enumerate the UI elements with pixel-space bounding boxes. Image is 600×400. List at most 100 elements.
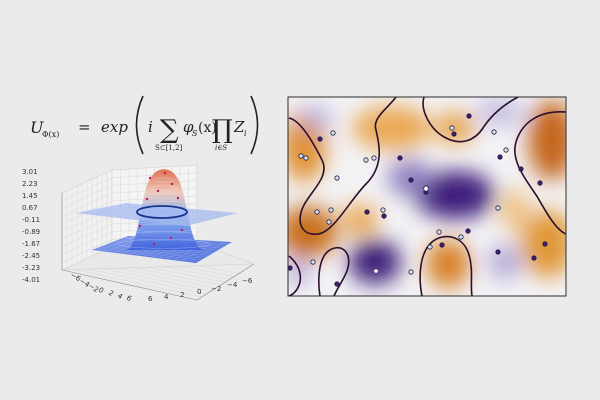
surface-point bbox=[145, 197, 149, 201]
equation-phi-arg: (x) bbox=[198, 120, 217, 136]
data-point bbox=[380, 207, 386, 213]
data-point bbox=[298, 153, 304, 159]
data-point bbox=[334, 175, 340, 181]
x-tick-label: −4 bbox=[227, 281, 238, 289]
mesh-ring bbox=[122, 231, 206, 241]
data-point bbox=[465, 228, 471, 234]
data-point bbox=[537, 180, 543, 186]
equation-imaginary-unit: i bbox=[148, 118, 153, 136]
purple-blob bbox=[476, 98, 524, 126]
equation-z: Z bbox=[233, 118, 245, 136]
purple-blob bbox=[288, 258, 308, 286]
data-point bbox=[303, 155, 309, 161]
data-point bbox=[408, 269, 414, 275]
data-point bbox=[531, 255, 537, 261]
equation-phi: φ bbox=[183, 118, 194, 136]
surface-points bbox=[138, 171, 184, 246]
heatmap bbox=[287, 96, 567, 297]
surface-plot: 3.01 2.23 1.45 0.67 -0.11 -0.89 -1.67 -2… bbox=[22, 164, 255, 303]
x-tick-label: 0 bbox=[197, 288, 201, 296]
data-point bbox=[408, 177, 414, 183]
y-tick-label: 0 bbox=[97, 286, 105, 295]
grid-line bbox=[61, 231, 113, 255]
z-tick-label: -0.89 bbox=[22, 228, 40, 236]
data-point bbox=[497, 154, 503, 160]
surface-point bbox=[170, 182, 174, 186]
highlight-point bbox=[374, 269, 378, 273]
purple-blob bbox=[349, 240, 401, 284]
data-point bbox=[495, 205, 501, 211]
z-tick-label: 1.45 bbox=[22, 192, 38, 200]
contour-ring bbox=[136, 205, 188, 219]
data-point bbox=[449, 125, 455, 131]
front-right-edge bbox=[196, 263, 255, 301]
x-tick-label: −2 bbox=[211, 285, 221, 293]
orange-blob bbox=[501, 188, 529, 232]
data-point bbox=[363, 157, 369, 163]
x-tick-label: 6 bbox=[148, 295, 153, 303]
data-point bbox=[328, 207, 334, 213]
y-tick-label: 4 bbox=[116, 292, 124, 301]
mesh-ring bbox=[118, 239, 210, 249]
data-point bbox=[518, 166, 524, 172]
equation: U Φ(x) = exp i ∑ S⊂[1,2] φ S (x) ∏ i∈S Z… bbox=[30, 95, 259, 155]
x-tick-label: 2 bbox=[180, 291, 184, 299]
z-tick-label: 2.23 bbox=[22, 180, 38, 188]
orange-blob bbox=[352, 106, 432, 150]
orange-blob bbox=[342, 204, 378, 236]
data-point bbox=[436, 229, 442, 235]
grid-line bbox=[61, 239, 113, 263]
z-tick-label: 3.01 bbox=[22, 168, 38, 176]
z-tick-label: 0.67 bbox=[22, 204, 38, 212]
equation-left-paren bbox=[135, 95, 144, 155]
contour-line bbox=[422, 97, 519, 143]
equation-phi-subscript: S bbox=[192, 129, 198, 138]
data-point bbox=[427, 244, 433, 250]
y-tick-label: 6 bbox=[125, 294, 133, 303]
y-tick-label: 2 bbox=[107, 289, 115, 298]
data-point bbox=[458, 234, 464, 240]
x-tick-label: −6 bbox=[242, 277, 253, 285]
orange-blob bbox=[426, 240, 470, 288]
z-tick-label: -1.67 bbox=[22, 240, 40, 248]
grid-line bbox=[61, 215, 113, 240]
highlight-point bbox=[424, 187, 428, 191]
contour-line bbox=[288, 97, 397, 235]
orange-blob bbox=[528, 100, 566, 180]
z-tick-label: -4.01 bbox=[22, 276, 40, 284]
data-point bbox=[439, 242, 445, 248]
equation-func: exp bbox=[101, 118, 128, 136]
data-point bbox=[310, 259, 316, 265]
z-tick-label: -0.11 bbox=[22, 216, 40, 224]
mesh-ring bbox=[149, 185, 179, 191]
surface-point bbox=[148, 176, 152, 180]
surface-point bbox=[176, 196, 180, 200]
contour-line bbox=[288, 255, 302, 296]
data-point bbox=[364, 209, 370, 215]
y-tick-labels: −6 −4 −2 0 2 4 6 bbox=[69, 271, 133, 303]
equation-lhs-subscript: Φ(x) bbox=[42, 130, 59, 139]
surface-point bbox=[152, 242, 156, 246]
data-point bbox=[326, 219, 332, 225]
surface-point bbox=[180, 228, 184, 232]
equation-right-paren bbox=[250, 95, 259, 155]
mesh-line bbox=[181, 240, 218, 262]
mesh-ring bbox=[153, 177, 175, 183]
orange-blob bbox=[435, 112, 475, 144]
contour-line bbox=[318, 246, 350, 296]
x-tick-labels: 6 4 2 0 −2 −4 −6 bbox=[148, 277, 253, 303]
surface-point bbox=[138, 224, 142, 228]
data-point bbox=[397, 155, 403, 161]
z-tick-label: -2.45 bbox=[22, 252, 40, 260]
equation-sum-subscript: S⊂[1,2] bbox=[155, 144, 183, 152]
heatmap-frame bbox=[287, 96, 567, 297]
data-point bbox=[288, 265, 293, 271]
data-point bbox=[495, 249, 501, 255]
data-point bbox=[491, 129, 497, 135]
data-point bbox=[334, 281, 340, 287]
purple-blob bbox=[300, 106, 332, 130]
surface-point bbox=[156, 189, 160, 193]
data-point bbox=[317, 136, 323, 142]
mesh-line bbox=[188, 241, 225, 263]
